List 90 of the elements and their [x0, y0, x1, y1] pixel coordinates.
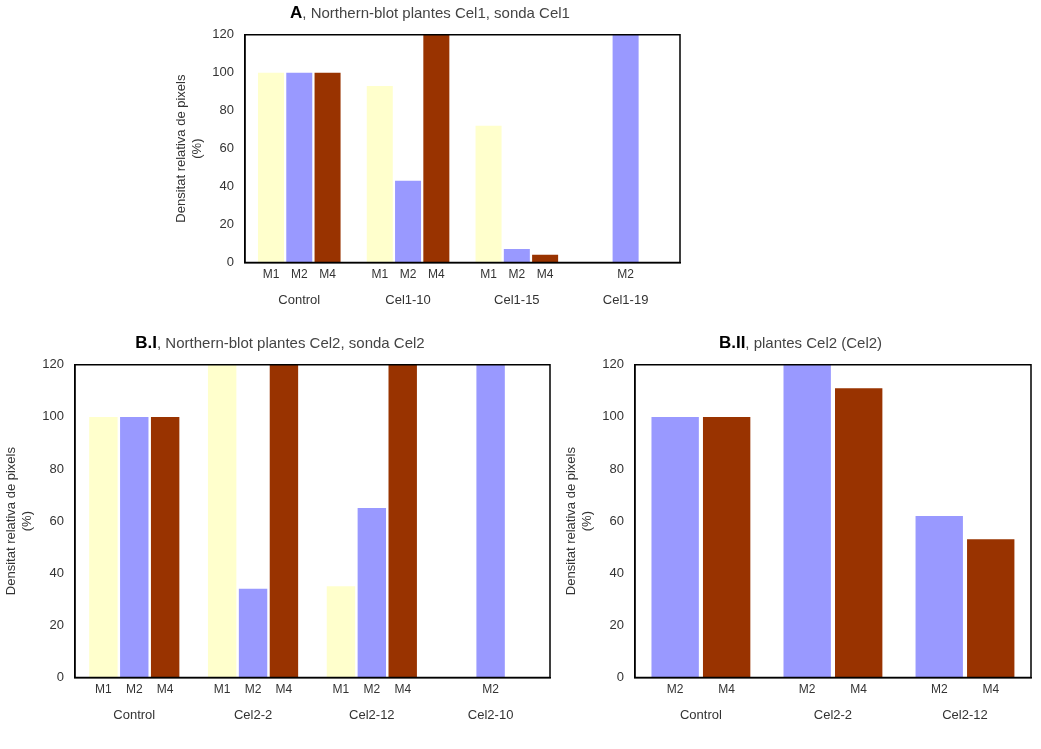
- y-tick-label: 120: [42, 356, 64, 372]
- series-label: M1: [262, 266, 280, 281]
- text: M2: [508, 266, 526, 281]
- y-tick-label: 0: [226, 253, 234, 269]
- text: M4: [850, 681, 868, 696]
- series-label: M4: [718, 681, 736, 696]
- text: M2: [617, 266, 634, 281]
- text: M2: [798, 681, 816, 696]
- bar: [532, 254, 559, 263]
- text: M2: [244, 681, 262, 696]
- bar: [651, 416, 699, 678]
- bar: [269, 364, 299, 678]
- y-tick-label: 20: [49, 616, 64, 632]
- text: M1: [213, 681, 231, 696]
- x-tick-label: Control: [679, 706, 722, 722]
- bar: [503, 249, 530, 263]
- y-tick-label: 0: [616, 668, 624, 684]
- bar: [475, 125, 502, 263]
- text: M2: [399, 266, 417, 281]
- y-tick-label: 60: [49, 512, 64, 528]
- chart-title: B.I, Northern-blot plantes Cel2, sonda Cel2: [134, 332, 426, 354]
- text: M1: [371, 266, 389, 281]
- series-label: M2: [125, 681, 143, 696]
- y-tick-label: 40: [609, 564, 624, 580]
- bar: [314, 72, 341, 263]
- y-tick-label: 100: [42, 408, 64, 424]
- text: M4: [275, 681, 293, 696]
- x-tick-label: Control: [278, 291, 321, 307]
- bar: [612, 34, 639, 263]
- y-tick-label: 40: [219, 178, 234, 194]
- y-axis-title: Densitat relativa de pixels (%): [563, 446, 594, 596]
- x-tick-label: Cel2-2: [813, 706, 853, 722]
- text: M4: [394, 681, 412, 696]
- y-axis-title: Densitat relativa de pixels (%): [3, 446, 34, 596]
- x-tick-label: Cel1-10: [385, 291, 431, 307]
- bar: [702, 416, 751, 678]
- y-tick-label: 20: [609, 616, 624, 632]
- text: M4: [536, 266, 554, 281]
- bar: [476, 364, 505, 678]
- bar: [395, 180, 422, 263]
- text: M4: [428, 266, 445, 281]
- x-tick-label: Cel2-2: [233, 706, 273, 722]
- x-tick-label: Cel2-10: [467, 706, 514, 722]
- y-tick-label: 100: [212, 64, 234, 80]
- x-tick-label: Cel1-19: [602, 291, 649, 307]
- text: M4: [982, 681, 1000, 696]
- series-label: M1: [95, 681, 113, 696]
- x-tick-label: Control: [113, 706, 156, 722]
- bar: [120, 416, 149, 678]
- bar: [783, 364, 831, 678]
- bar: [150, 416, 180, 678]
- bar: [286, 72, 313, 263]
- y-tick-label: 0: [56, 668, 64, 684]
- y-tick-label: 20: [219, 216, 234, 232]
- chart-title: A, Northern-blot plantes Cel1, sonda Cel1: [289, 2, 571, 24]
- bar: [835, 388, 883, 678]
- series-label: M2: [290, 266, 308, 281]
- x-tick-label: Cel2-12: [349, 706, 395, 722]
- text: M2: [363, 681, 381, 696]
- y-tick-label: 80: [609, 460, 624, 476]
- series-label: M4: [156, 681, 174, 696]
- bar: [967, 539, 1015, 678]
- y-tick-label: 40: [49, 564, 64, 580]
- x-tick-label: Cel2-12: [942, 706, 988, 722]
- text: M1: [332, 681, 350, 696]
- text: M2: [930, 681, 948, 696]
- x-tick-label: Cel1-15: [494, 291, 540, 307]
- y-tick-label: 120: [602, 356, 624, 372]
- series-label: M2: [666, 681, 684, 696]
- bar: [357, 508, 387, 678]
- y-tick-label: 100: [602, 408, 624, 424]
- text: M1: [480, 266, 497, 281]
- chart-title: B.II, plantes Cel2 (Cel2): [717, 332, 884, 354]
- bar: [423, 34, 450, 263]
- text: M2: [482, 681, 499, 696]
- y-tick-label: 80: [219, 102, 234, 118]
- bar: [257, 72, 285, 263]
- bar: [207, 364, 237, 678]
- series-label: M4: [319, 266, 337, 281]
- bar: [915, 515, 963, 678]
- bar: [89, 416, 118, 678]
- y-tick-label: 80: [49, 460, 64, 476]
- bar: [366, 86, 393, 263]
- bar: [326, 586, 356, 678]
- bar: [238, 588, 268, 678]
- y-tick-label: 60: [609, 512, 624, 528]
- bar: [388, 364, 417, 678]
- y-axis-title: Densitat relativa de pixels (%): [173, 74, 204, 223]
- y-tick-label: 120: [212, 26, 234, 42]
- y-tick-label: 60: [219, 140, 234, 156]
